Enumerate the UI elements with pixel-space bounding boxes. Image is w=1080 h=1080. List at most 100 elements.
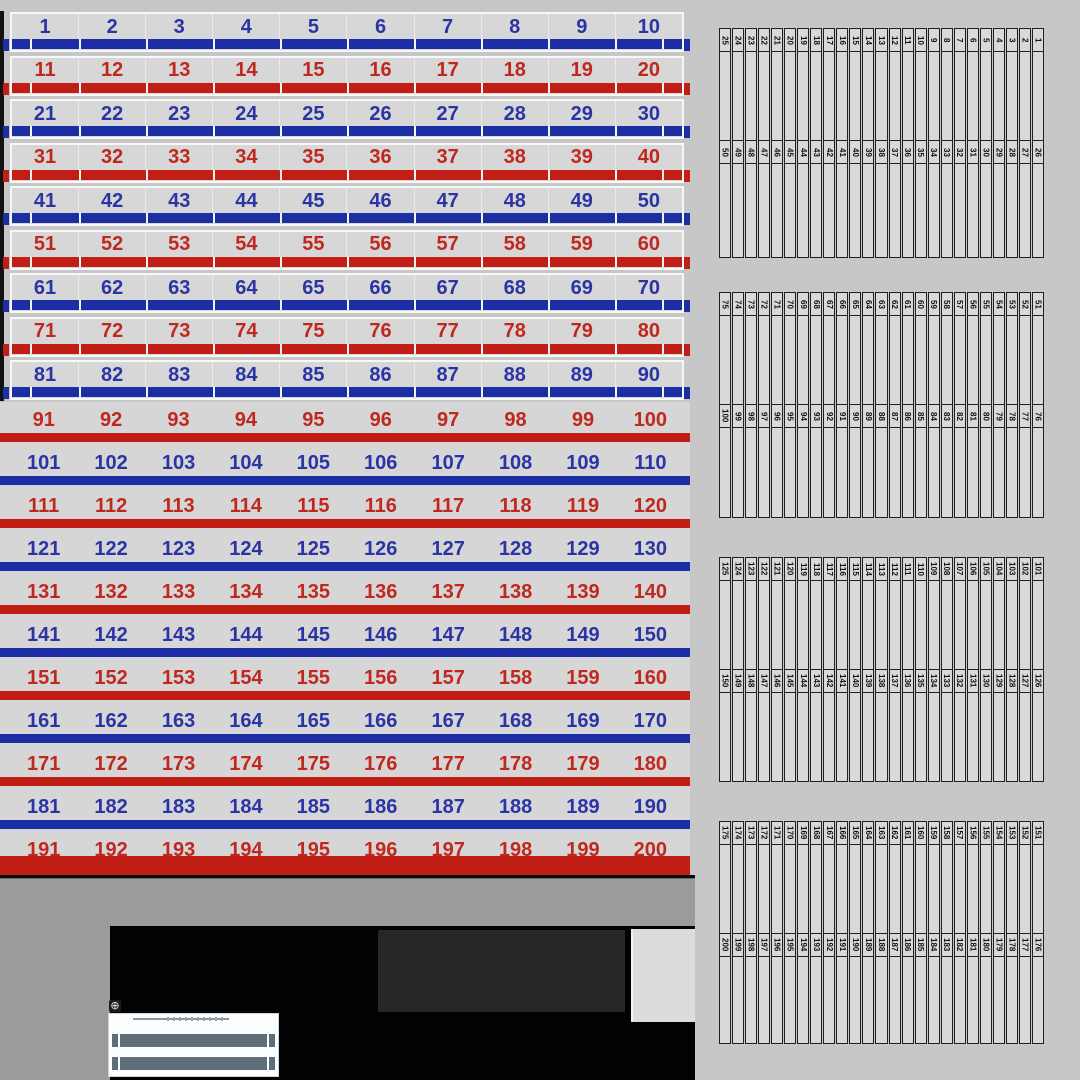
key-tag-number-top: 21: [772, 29, 783, 52]
bar-divider: [481, 169, 483, 180]
key-tag-number-top: 167: [824, 822, 835, 845]
key-tag-column: 15 40: [849, 28, 862, 258]
key-tag-panel: 25 50 24 49 23 48 22 47 21 46 20 45 19 4…: [719, 0, 1044, 1080]
tag-number: 151: [27, 666, 61, 689]
tag-number: 50: [637, 189, 661, 212]
tag-numbers: 51 52 53 54 55 56 57 58 59 60: [12, 231, 682, 258]
board-bottom-seam: [0, 875, 695, 878]
bar-divider: [347, 256, 349, 267]
tag-number: 149: [566, 623, 600, 646]
tag-number: 184: [229, 795, 263, 818]
key-tag-number-bottom: 28: [1006, 140, 1017, 164]
tag-number: 173: [161, 752, 196, 775]
key-tag-number-top: 113: [876, 558, 887, 581]
key-tag-number-bottom: 99: [733, 404, 744, 428]
key-tag-number-top: 157: [954, 822, 965, 845]
bar-divider: [280, 169, 282, 180]
tag-row: 111 112 113 114 115 116 117 118 119 120: [0, 489, 690, 532]
tag-number: 200: [633, 838, 668, 861]
key-tag-column: 12 37: [888, 28, 901, 258]
tag-strip: 51 52 53 54 55 56 57 58 59 60: [10, 229, 684, 270]
key-tag-number-bottom: 49: [733, 140, 744, 164]
key-tag-number-top: 104: [993, 558, 1004, 581]
key-tag-number-top: 154: [993, 822, 1004, 845]
key-tag-number-bottom: 79: [993, 404, 1004, 428]
tag-number: 9: [549, 14, 616, 40]
key-tag-number-bottom: 98: [746, 404, 757, 428]
key-tag-number-bottom: 182: [954, 933, 965, 957]
key-tag-number-bottom: 44: [798, 140, 809, 164]
tag-row: 101 102 103 104 105 106 107 108 109 110: [0, 446, 690, 489]
key-tag-column: 2 27: [1018, 28, 1031, 258]
tag-number: 176: [364, 752, 398, 775]
key-tag-column: 7 32: [953, 28, 966, 258]
tag-number: 192: [94, 838, 128, 861]
key-tag-number-top: 2: [1019, 29, 1030, 52]
louver-bar: [112, 1057, 275, 1070]
tag-number: 16: [347, 57, 415, 84]
tag-number: 160: [633, 666, 668, 689]
tag-number: 77: [415, 318, 482, 345]
key-tag-column: 173 198: [745, 821, 758, 1044]
tag-color-bar: [12, 39, 682, 49]
tag-number: 85: [280, 362, 348, 389]
tag-number: 118: [499, 494, 532, 517]
louver-bar: [112, 1034, 275, 1047]
row-end-tab-right: [684, 126, 690, 139]
tag-number: 30: [637, 102, 661, 125]
tag-number: 158: [498, 666, 533, 689]
key-tag-column: 19 44: [797, 28, 810, 258]
bar-divider: [548, 126, 550, 137]
cabinet-side-panel: [0, 926, 110, 1080]
key-tag-number-top: 159: [928, 822, 939, 845]
key-tag-number-top: 123: [746, 558, 757, 581]
bar-divider: [414, 82, 416, 93]
tag-number: 190: [633, 795, 668, 818]
key-tag-number-top: 169: [798, 822, 809, 845]
tag-number: 12: [79, 57, 147, 84]
tag-number: 65: [280, 275, 348, 302]
key-tag-number-bottom: 177: [1019, 933, 1030, 957]
key-tag-column: 24 49: [732, 28, 745, 258]
key-tag-column: 5 30: [979, 28, 992, 258]
tag-row: 41 42 43 44 45 46 47 48 49 50: [0, 185, 690, 228]
key-tag-number-bottom: 27: [1019, 140, 1030, 164]
key-tag-number-top: 106: [967, 558, 978, 581]
key-tag-number-top: 1: [1032, 29, 1043, 52]
tag-color-bar: [12, 126, 682, 137]
tag-numbers: 171 172 173 174 175 176 177 178 179 180: [10, 751, 684, 777]
tag-number: 24: [213, 101, 281, 128]
key-tag-number-bottom: 41: [837, 140, 848, 164]
tag-number: 125: [296, 537, 331, 560]
bar-divider: [548, 213, 550, 224]
tag-number: 11: [12, 57, 80, 84]
tag-number: 93: [167, 408, 190, 431]
bar-divider: [548, 300, 550, 311]
key-tag-column: 68 93: [810, 292, 823, 518]
tag-number: 161: [27, 709, 61, 732]
key-tag-number-top: 103: [1006, 558, 1017, 581]
tag-number: 67: [415, 275, 482, 302]
tag-number: 135: [296, 580, 331, 603]
key-tag-number-bottom: 83: [941, 404, 952, 428]
key-tag-column: 158 183: [940, 821, 953, 1044]
tag-number: 31: [12, 144, 80, 171]
key-tag-number-bottom: 84: [928, 404, 939, 428]
key-tag-number-bottom: 131: [967, 669, 978, 693]
row-end-tab-right: [684, 256, 690, 269]
key-tag-number-bottom: 190: [850, 933, 861, 957]
key-tag-number-bottom: 143: [811, 669, 822, 693]
bar-divider: [79, 300, 81, 311]
key-tag-column: 170 195: [784, 821, 797, 1044]
key-tag-column: 116 141: [836, 557, 849, 782]
tag-number: 188: [498, 795, 533, 818]
tag-number: 115: [297, 494, 330, 517]
tag-number: 163: [161, 709, 196, 732]
tag-number: 7: [415, 14, 482, 40]
key-tag-number-top: 61: [902, 293, 913, 316]
key-tag-number-bottom: 178: [1006, 933, 1017, 957]
key-tag-number-top: 8: [941, 29, 952, 52]
key-tag-column: 25 50: [719, 28, 732, 258]
tag-strip: 91 92 93 94 95 96 97 98 99 100: [0, 404, 690, 444]
key-tag-number-top: 114: [863, 558, 874, 581]
